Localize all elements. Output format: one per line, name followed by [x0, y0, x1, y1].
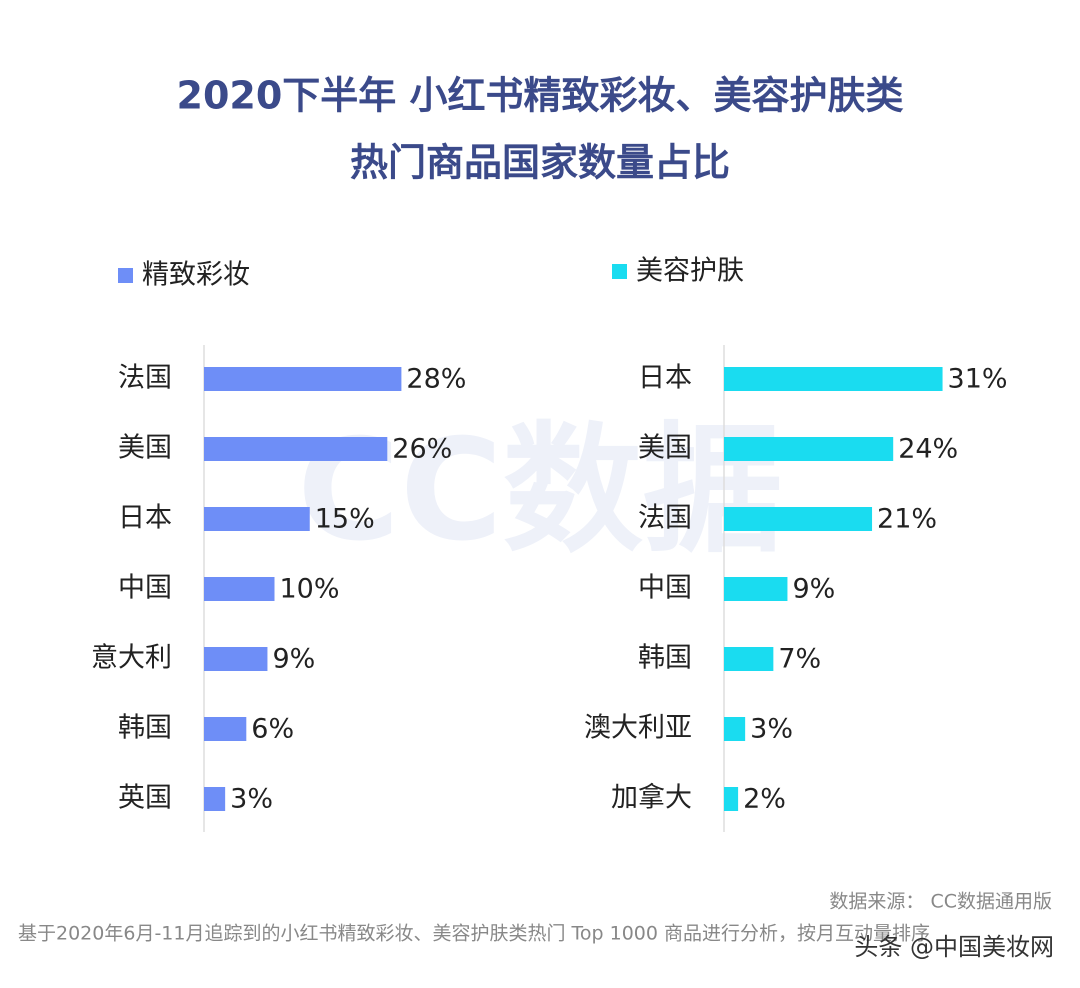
bar [724, 367, 943, 391]
category-label: 法国 [118, 363, 172, 394]
value-label: 7% [778, 644, 821, 675]
legend-swatch [118, 268, 133, 283]
value-label: 9% [792, 574, 835, 605]
bar [204, 647, 268, 671]
legend-label: 美容护肤 [636, 256, 744, 287]
bar [724, 787, 739, 811]
value-label: 24% [898, 434, 958, 465]
category-label: 中国 [638, 573, 692, 604]
bar [724, 507, 873, 531]
category-label: 意大利 [91, 643, 172, 674]
value-label: 15% [315, 504, 375, 535]
value-label: 3% [750, 714, 793, 745]
title-line: 热门商品国家数量占比 [350, 141, 730, 185]
bar [204, 437, 388, 461]
category-label: 日本 [638, 363, 692, 394]
category-label: 美国 [638, 433, 692, 464]
value-label: 21% [877, 504, 937, 535]
bar [204, 717, 247, 741]
bar [724, 647, 774, 671]
category-label: 韩国 [118, 713, 172, 744]
category-label: 美国 [118, 433, 172, 464]
note: 基于2020年6月-11月追踪到的小红书精致彩妆、美容护肤类热门 Top 100… [18, 923, 930, 945]
value-label: 26% [392, 434, 452, 465]
bar [724, 717, 746, 741]
category-label: 韩国 [638, 643, 692, 674]
category-label: 英国 [118, 783, 172, 814]
bar [204, 577, 275, 601]
legend-swatch [612, 264, 627, 279]
source: 数据来源： CC数据通用版 [829, 891, 1052, 913]
value-label: 2% [743, 784, 786, 815]
category-label: 加拿大 [611, 783, 692, 814]
value-label: 6% [251, 714, 294, 745]
title-line: 2020下半年 小红书精致彩妆、美容护肤类 [177, 74, 904, 118]
legend-label: 精致彩妆 [142, 260, 250, 291]
watermark: CC数据 [297, 410, 783, 573]
value-label: 10% [280, 574, 340, 605]
bar [204, 367, 402, 391]
value-label: 3% [230, 784, 273, 815]
bar [724, 437, 894, 461]
value-label: 28% [406, 364, 466, 395]
category-label: 中国 [118, 573, 172, 604]
overlay: 头条 @中国美妆网 [854, 933, 1054, 961]
bar [204, 787, 226, 811]
category-label: 澳大利亚 [584, 713, 692, 744]
bar [724, 577, 788, 601]
bar [204, 507, 310, 531]
category-label: 日本 [118, 503, 172, 534]
value-label: 9% [272, 644, 315, 675]
value-label: 31% [948, 364, 1008, 395]
category-label: 法国 [638, 503, 692, 534]
